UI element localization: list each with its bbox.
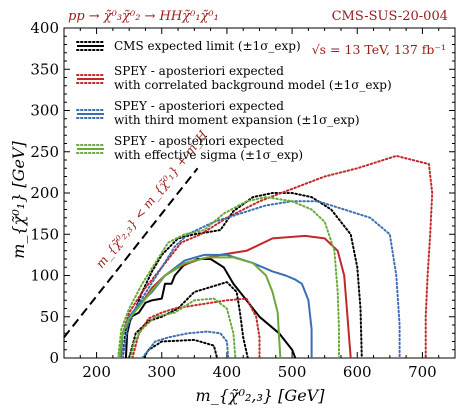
x-tick-label: 500 [278,363,307,381]
x-tick-label: 700 [408,363,437,381]
kinematic-limit-line [63,167,199,338]
contours [117,154,434,358]
y-tick-labels: 0 50 100 150 200 250 300 350 400 [30,19,59,367]
legend-label: SPEY - aposteriori expected [114,134,284,148]
legend-label-line2: with effective sigma (±1σ_exp) [114,148,303,162]
legend-label: SPEY - aposteriori expected [114,64,284,78]
x-tick-label: 600 [343,363,372,381]
y-tick-label: 50 [40,308,59,326]
legend-label: SPEY - aposteriori expected [114,99,284,113]
y-tick-label: 0 [49,349,59,367]
legend-label-line2: with correlated background model (±1σ_ex… [114,78,392,92]
band-contour-11 [117,196,340,358]
process-title: pp → χ̃⁰₃χ̃⁰₂ → HHχ̃⁰₁χ̃⁰₁ [68,9,219,24]
band-contour-9 [141,330,230,358]
central-contour-7 [119,253,313,358]
legend: CMS expected limit (±1σ_exp) SPEY - apost… [76,39,392,162]
legend-label: CMS expected limit (±1σ_exp) [114,39,301,53]
y-tick-label: 300 [30,102,59,120]
x-tick-labels: 200 300 400 500 600 700 [82,363,436,381]
band-contour-5 [118,154,434,358]
x-tick-label: 200 [82,363,111,381]
band-contour-1 [121,192,363,358]
y-tick-label: 100 [30,267,59,285]
y-tick-label: 350 [30,60,59,78]
y-tick-label: 150 [30,225,59,243]
central-contour-4 [119,234,352,358]
x-tick-label: 400 [213,363,242,381]
y-tick-label: 400 [30,19,59,37]
band-contour-12 [129,297,237,358]
band-contour-8 [121,200,401,358]
x-tick-label: 300 [147,363,176,381]
central-contour-10 [118,256,282,358]
y-tick-label: 200 [30,184,59,202]
energy-label: √s = 13 TeV, 137 fb⁻¹ [312,42,446,57]
x-axis-label: m_{χ̃⁰₂,₃} [GeV] [196,386,326,405]
analysis-id: CMS-SUS-20-004 [332,9,448,24]
y-axis-label: m_{χ̃⁰₁} [GeV] [9,141,28,259]
band-contour-6 [131,297,261,358]
y-tick-label: 250 [30,143,59,161]
axis-ticks [64,27,455,359]
legend-label-line2: with third moment expansion (±1σ_exp) [114,113,360,127]
legend-entry-0: CMS expected limit (±1σ_exp) [76,39,301,53]
central-contour-0 [124,258,297,358]
